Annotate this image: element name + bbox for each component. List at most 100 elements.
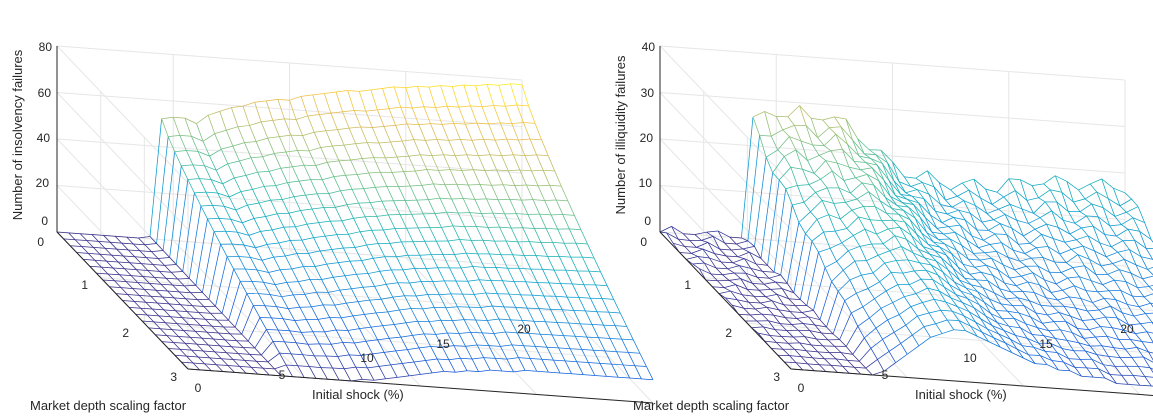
mesh-line (989, 242, 1002, 245)
mesh-line (294, 319, 307, 321)
mesh-line (187, 311, 199, 313)
mesh-line (785, 185, 798, 190)
mesh-line (793, 233, 806, 293)
mesh-line (1059, 249, 1072, 255)
mesh-line (861, 274, 869, 289)
mesh-line (694, 231, 707, 235)
mesh-line (776, 294, 789, 300)
mesh-line (909, 278, 922, 286)
mesh-line (288, 213, 296, 227)
mesh-line (843, 180, 851, 194)
mesh-line (465, 252, 474, 267)
mesh-line (916, 189, 925, 199)
mesh-line (405, 85, 418, 89)
mesh-line (1021, 208, 1029, 224)
mesh-line (835, 134, 843, 150)
mesh-line (1004, 282, 1012, 293)
mesh-line (679, 252, 692, 254)
mesh-line (988, 223, 1001, 231)
mesh-line (814, 324, 827, 328)
mesh-line (760, 172, 774, 259)
mesh-line (361, 260, 369, 274)
mesh-line (252, 305, 261, 318)
mesh-line (762, 271, 770, 279)
mesh-line (1095, 336, 1103, 347)
mesh-line (737, 299, 749, 303)
mesh-line (486, 320, 495, 334)
mesh-line (789, 136, 797, 150)
mesh-line (908, 206, 921, 218)
mesh-line (807, 363, 820, 366)
mesh-line (132, 288, 145, 290)
mesh-line (202, 350, 211, 359)
axes-lines (56, 46, 654, 404)
z-axis-label: Number of illiquidity failures (613, 55, 628, 214)
mesh-line (1133, 315, 1141, 324)
mesh-line (447, 105, 459, 108)
mesh-line (919, 262, 932, 266)
mesh-line (749, 251, 762, 259)
mesh-line (363, 186, 376, 190)
mesh-line (729, 236, 742, 239)
mesh-line (996, 251, 1004, 265)
mesh-line (185, 342, 197, 345)
mesh-line (458, 333, 466, 347)
mesh-line (442, 254, 450, 269)
mesh-line (390, 141, 398, 158)
mesh-line (138, 236, 151, 239)
mesh-line (1015, 335, 1028, 339)
mesh-line (390, 363, 403, 366)
mesh-line (801, 356, 813, 359)
mesh-line (296, 342, 308, 345)
mesh-line (1047, 312, 1060, 316)
mesh-line (432, 371, 444, 374)
mesh-line (1048, 329, 1061, 332)
mesh-line (836, 261, 844, 271)
mesh-line (1085, 290, 1098, 293)
mesh-line (1111, 246, 1119, 253)
mesh-line (563, 243, 572, 258)
mesh-line (899, 227, 907, 240)
mesh-line (1140, 256, 1153, 260)
mesh-line (282, 196, 295, 200)
mesh-line (806, 350, 818, 353)
mesh-line (448, 140, 456, 156)
mesh-line (297, 365, 310, 367)
mesh-line (76, 252, 89, 254)
mesh-line (256, 269, 264, 283)
mesh-line (935, 323, 943, 334)
mesh-line (326, 162, 335, 177)
mesh-line (968, 189, 981, 199)
mesh-line (324, 93, 332, 114)
mesh-line (1074, 215, 1087, 224)
mesh-line (362, 287, 370, 301)
mesh-line (853, 366, 862, 375)
mesh-line (191, 305, 200, 313)
mesh-line (874, 298, 882, 309)
mesh-line (823, 231, 831, 249)
mesh-line (1079, 276, 1092, 281)
mesh-line (747, 288, 759, 291)
mesh-line (173, 297, 181, 306)
mesh-line (273, 256, 281, 270)
mesh-line (231, 105, 244, 108)
mesh-line (538, 184, 550, 187)
mesh-line (310, 179, 318, 194)
mesh-line (272, 341, 280, 354)
mesh-line (1026, 265, 1034, 274)
mesh-line (272, 120, 280, 137)
mesh-line (1020, 179, 1028, 201)
mesh-line (499, 122, 508, 140)
mesh-line (370, 200, 382, 204)
mesh-line (738, 265, 747, 274)
mesh-line (480, 305, 493, 308)
mesh-line (646, 366, 654, 380)
mesh-line (260, 229, 273, 232)
mesh-line (326, 262, 339, 265)
mesh-line (548, 282, 556, 297)
mesh-line (754, 246, 762, 259)
mesh-line (889, 250, 897, 261)
mesh-line (895, 353, 908, 364)
mesh-line (916, 233, 924, 247)
mesh-line (475, 84, 488, 87)
